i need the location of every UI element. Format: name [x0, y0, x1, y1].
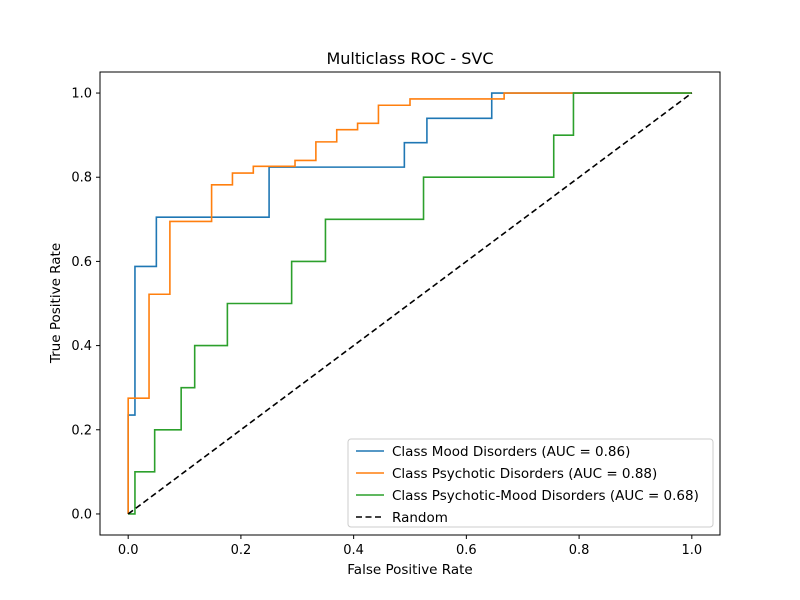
x-tick-label: 0.0	[118, 543, 139, 558]
y-tick-label: 0.2	[71, 423, 92, 438]
x-tick-label: 0.8	[569, 543, 590, 558]
y-tick-label: 0.8	[71, 171, 92, 186]
x-tick-label: 1.0	[681, 543, 702, 558]
x-tick-label: 0.6	[456, 543, 477, 558]
series-line-1	[127, 92, 692, 514]
legend-label-2: Class Psychotic-Mood Disorders (AUC = 0.…	[392, 488, 699, 504]
series-layer	[127, 92, 693, 515]
plot-area	[99, 71, 721, 536]
series-line-0	[127, 92, 692, 514]
series-line-3	[127, 92, 693, 515]
y-tick-label: 0.0	[71, 507, 92, 522]
y-tick-label: 0.6	[71, 255, 92, 270]
series-line-2	[128, 92, 692, 515]
x-tick-label: 0.4	[343, 543, 364, 558]
legend-label-3: Random	[392, 510, 448, 526]
y-tick-label: 0.4	[71, 339, 92, 354]
axes-frame	[99, 71, 721, 536]
chart-title: Multiclass ROC - SVC	[326, 49, 493, 68]
x-axis-label: False Positive Rate	[347, 562, 472, 578]
y-axis-ticks: 0.0 0.2 0.4 0.6 0.8 1.0	[71, 87, 100, 522]
y-tick-label: 1.0	[71, 87, 92, 102]
x-axis-ticks: 0.0 0.2 0.4 0.6 0.8 1.0	[118, 535, 702, 558]
legend-label-0: Class Mood Disorders (AUC = 0.86)	[392, 444, 630, 460]
y-axis-label: True Positive Rate	[48, 243, 64, 364]
legend-box	[347, 438, 714, 528]
x-tick-label: 0.2	[231, 543, 252, 558]
legend-label-1: Class Psychotic Disorders (AUC = 0.88)	[392, 466, 657, 482]
legend: Class Mood Disorders (AUC = 0.86) Class P…	[347, 438, 714, 528]
